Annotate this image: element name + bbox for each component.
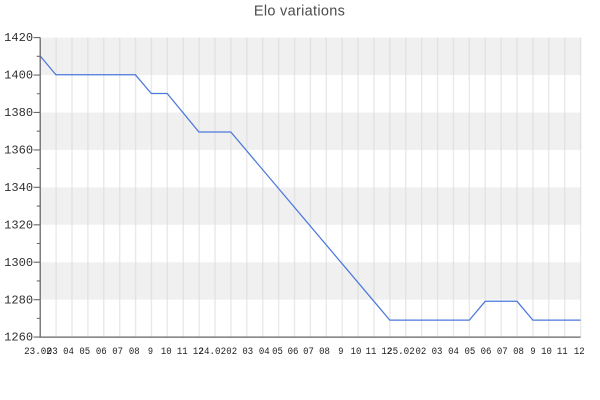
svg-text:12: 12 — [574, 346, 585, 358]
svg-text:1260: 1260 — [4, 331, 33, 345]
svg-text:07: 07 — [112, 346, 123, 358]
svg-text:07: 07 — [497, 346, 508, 358]
svg-text:1320: 1320 — [4, 218, 33, 232]
svg-text:24.02: 24.02 — [198, 346, 226, 358]
svg-text:03: 03 — [242, 346, 253, 358]
svg-text:07: 07 — [303, 346, 314, 358]
svg-text:9: 9 — [530, 346, 535, 358]
svg-text:11: 11 — [366, 346, 377, 358]
svg-text:05: 05 — [79, 346, 90, 358]
svg-text:06: 06 — [481, 346, 492, 358]
svg-text:10: 10 — [351, 346, 362, 358]
svg-text:Elo variations: Elo variations — [254, 4, 345, 20]
svg-text:04: 04 — [259, 346, 270, 358]
svg-text:12: 12 — [381, 346, 392, 358]
svg-text:1360: 1360 — [4, 144, 33, 158]
svg-text:1400: 1400 — [4, 69, 33, 83]
svg-text:1420: 1420 — [4, 31, 33, 45]
svg-text:08: 08 — [513, 346, 524, 358]
svg-text:03: 03 — [432, 346, 443, 358]
svg-text:1340: 1340 — [4, 181, 33, 195]
svg-text:08: 08 — [129, 346, 140, 358]
svg-text:03: 03 — [47, 346, 58, 358]
svg-text:23.02: 23.02 — [24, 346, 52, 358]
svg-text:1300: 1300 — [4, 256, 33, 270]
svg-text:05: 05 — [272, 346, 283, 358]
svg-text:10: 10 — [161, 346, 172, 358]
svg-text:25.02: 25.02 — [387, 346, 415, 358]
svg-text:05: 05 — [465, 346, 476, 358]
svg-text:9: 9 — [338, 346, 343, 358]
svg-text:1380: 1380 — [4, 106, 33, 120]
svg-text:11: 11 — [177, 346, 188, 358]
svg-text:12: 12 — [193, 346, 204, 358]
svg-text:10: 10 — [541, 346, 552, 358]
svg-text:02: 02 — [226, 346, 237, 358]
svg-text:06: 06 — [96, 346, 107, 358]
svg-text:1280: 1280 — [4, 293, 33, 307]
svg-text:06: 06 — [288, 346, 299, 358]
svg-text:02: 02 — [416, 346, 427, 358]
svg-text:08: 08 — [319, 346, 330, 358]
svg-text:9: 9 — [148, 346, 153, 358]
svg-text:04: 04 — [448, 346, 459, 358]
svg-text:11: 11 — [557, 346, 568, 358]
svg-text:04: 04 — [63, 346, 74, 358]
